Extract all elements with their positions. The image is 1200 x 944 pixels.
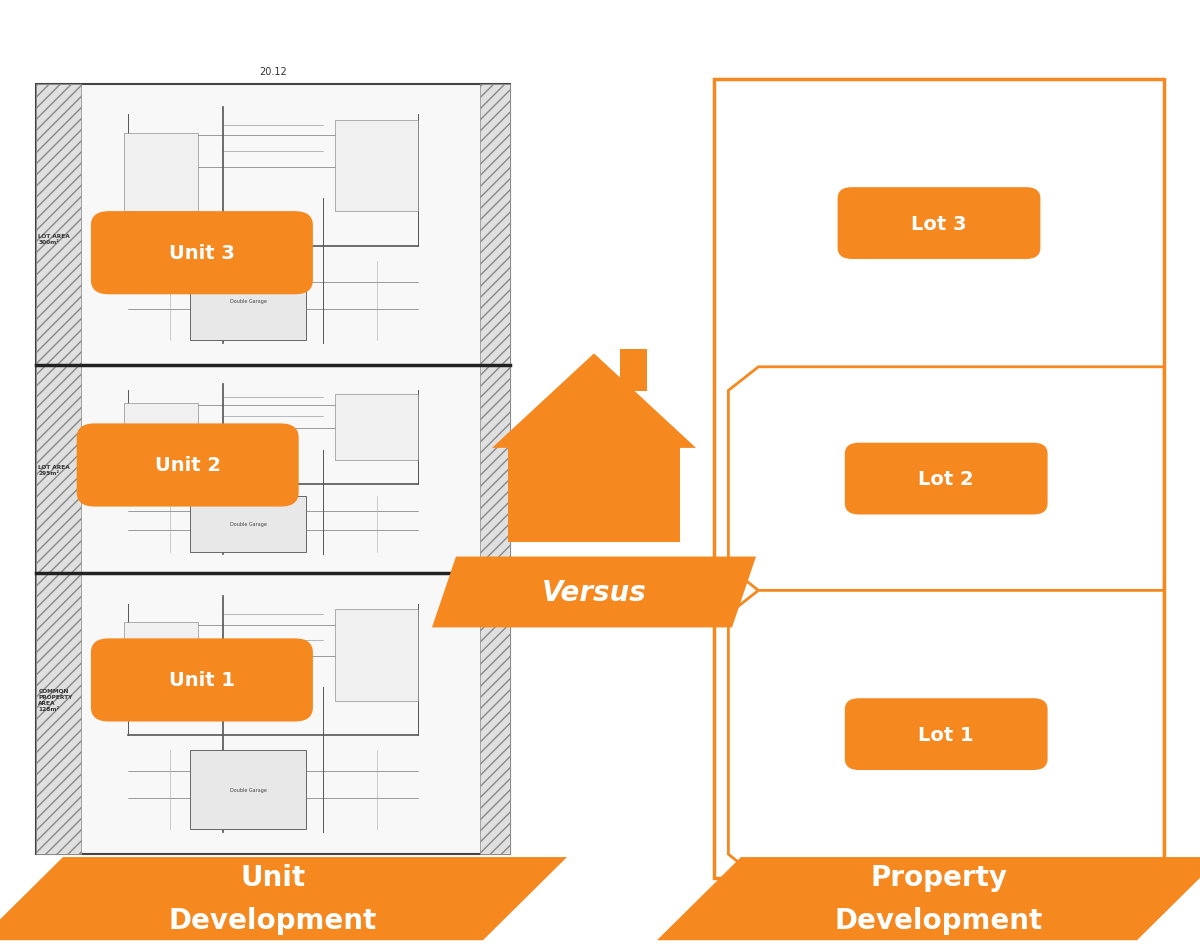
Text: Unit: Unit: [240, 863, 306, 891]
Text: LOT AREA
300m²: LOT AREA 300m²: [38, 234, 70, 244]
FancyBboxPatch shape: [620, 349, 647, 392]
Text: Unit 3: Unit 3: [169, 244, 235, 263]
FancyBboxPatch shape: [190, 750, 306, 829]
Text: Development: Development: [169, 906, 377, 935]
Text: 15.12: 15.12: [308, 868, 332, 878]
Polygon shape: [0, 857, 568, 940]
FancyBboxPatch shape: [124, 403, 198, 460]
Text: Lot 2: Lot 2: [918, 469, 974, 489]
Text: Unit 1: Unit 1: [169, 671, 235, 690]
Text: Double Garage: Double Garage: [229, 299, 266, 304]
FancyBboxPatch shape: [845, 699, 1048, 770]
FancyBboxPatch shape: [714, 80, 1164, 878]
Text: 20.12: 20.12: [259, 67, 287, 77]
FancyBboxPatch shape: [335, 394, 418, 460]
Text: Double Garage: Double Garage: [229, 787, 266, 792]
FancyBboxPatch shape: [91, 639, 313, 722]
FancyBboxPatch shape: [124, 134, 198, 212]
FancyBboxPatch shape: [335, 609, 418, 700]
FancyBboxPatch shape: [190, 497, 306, 553]
Text: Versus: Versus: [541, 579, 647, 606]
FancyBboxPatch shape: [335, 121, 418, 212]
FancyBboxPatch shape: [124, 622, 198, 700]
Text: Unit 2: Unit 2: [155, 456, 221, 475]
Polygon shape: [658, 857, 1200, 940]
Polygon shape: [432, 557, 756, 628]
Text: Lot 3: Lot 3: [911, 214, 967, 233]
Text: 5.00: 5.00: [98, 868, 116, 878]
FancyBboxPatch shape: [36, 85, 510, 854]
FancyBboxPatch shape: [91, 211, 313, 295]
Polygon shape: [728, 591, 1164, 878]
FancyBboxPatch shape: [77, 424, 299, 507]
FancyBboxPatch shape: [190, 262, 306, 341]
Polygon shape: [728, 367, 1164, 591]
FancyBboxPatch shape: [480, 85, 510, 854]
FancyBboxPatch shape: [845, 444, 1048, 515]
Text: Development: Development: [835, 906, 1043, 935]
FancyBboxPatch shape: [36, 85, 82, 854]
Text: COMMON
PROPERTY
AREA
128m²: COMMON PROPERTY AREA 128m²: [38, 689, 73, 711]
Text: Double Garage: Double Garage: [229, 522, 266, 527]
Text: Lot 1: Lot 1: [918, 725, 974, 744]
FancyBboxPatch shape: [508, 444, 680, 543]
FancyBboxPatch shape: [838, 188, 1040, 260]
Text: Property: Property: [870, 863, 1008, 891]
Polygon shape: [492, 354, 696, 448]
Text: LOT AREA
295m²: LOT AREA 295m²: [38, 464, 70, 475]
